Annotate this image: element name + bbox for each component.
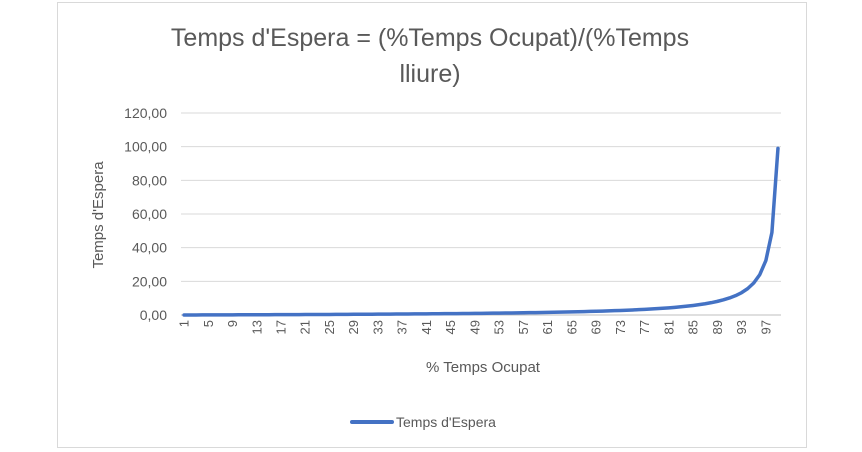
x-tick-label: 29 [346, 320, 361, 334]
x-tick-label: 61 [540, 320, 555, 334]
x-axis-label: % Temps Ocupat [426, 359, 541, 376]
x-tick-label: 45 [443, 320, 458, 334]
x-tick-label: 13 [249, 320, 264, 334]
x-tick-label: 5 [201, 320, 216, 327]
y-axis-label: Temps d'Espera [90, 161, 107, 269]
x-tick-label: 97 [758, 320, 773, 334]
y-axis-ticks: 0,00 20,00 40,00 60,00 80,00 100,00 120,00 [124, 105, 167, 323]
y-tick-label: 120,00 [124, 105, 167, 121]
y-tick-label: 60,00 [132, 206, 167, 222]
x-tick-label: 69 [589, 320, 604, 334]
x-tick-label: 41 [419, 320, 434, 334]
x-tick-label: 81 [661, 320, 676, 334]
x-tick-label: 53 [492, 320, 507, 334]
x-axis-ticks: 1 5 9 13 17 21 25 29 33 37 41 45 49 53 57 61 65 69 73 77 81 8… [177, 320, 774, 334]
legend-label: Temps d'Espera [396, 414, 496, 430]
chart-title-line-1: Temps d'Espera = (%Temps Ocupat)/(%Temps [171, 24, 689, 52]
chart-frame [57, 2, 807, 448]
series-line-0 [182, 146, 780, 317]
x-tick-label: 85 [686, 320, 701, 334]
x-tick-label: 93 [734, 320, 749, 334]
y-tick-label: 80,00 [132, 172, 167, 188]
x-tick-label: 57 [516, 320, 531, 334]
x-tick-label: 77 [637, 320, 652, 334]
x-tick-label: 33 [370, 320, 385, 334]
y-tick-label: 0,00 [140, 307, 167, 323]
x-tick-label: 73 [613, 320, 628, 334]
x-tick-label: 9 [225, 320, 240, 327]
x-tick-label: 17 [274, 320, 289, 334]
x-tick-label: 25 [322, 320, 337, 334]
x-tick-label: 65 [564, 320, 579, 334]
x-tick-label: 89 [710, 320, 725, 334]
x-tick-label: 49 [467, 320, 482, 334]
x-tick-label: 1 [177, 320, 192, 327]
y-tick-label: 100,00 [124, 139, 167, 155]
x-tick-label: 37 [395, 320, 410, 334]
series-layer [182, 146, 780, 317]
chart-title-line-2: lliure) [399, 60, 460, 88]
y-tick-label: 20,00 [132, 273, 167, 289]
x-tick-label: 21 [298, 320, 313, 334]
y-tick-label: 40,00 [132, 240, 167, 256]
gridlines [181, 112, 781, 316]
legend: Temps d'Espera [350, 414, 496, 430]
